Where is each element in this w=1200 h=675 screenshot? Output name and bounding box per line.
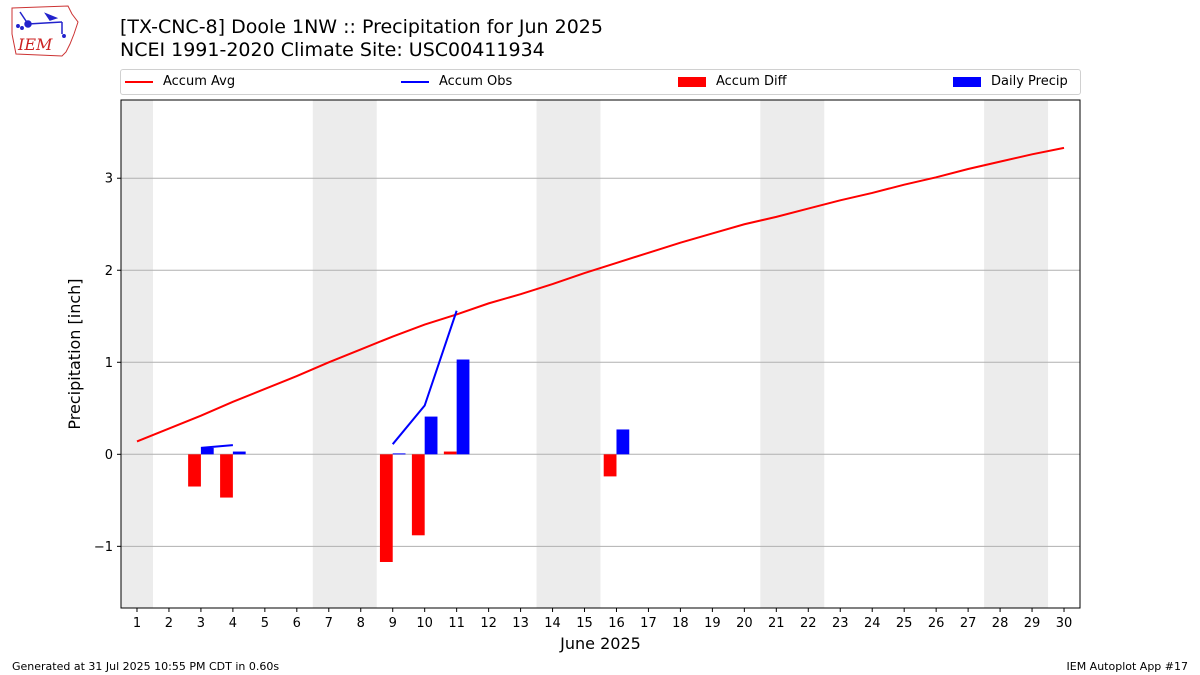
- daily-precip-bar: [232, 451, 246, 455]
- x-tick-label: 9: [389, 616, 397, 631]
- x-tick-label: 25: [896, 616, 913, 631]
- x-tick-label: 8: [357, 616, 365, 631]
- chart-title: [TX-CNC-8] Doole 1NW :: Precipitation fo…: [120, 16, 603, 38]
- chart-legend: Accum Avg Accum Obs Accum Diff Daily Pre…: [120, 69, 1081, 95]
- y-tick-label: 0: [105, 448, 113, 463]
- daily-precip-bar: [424, 416, 438, 455]
- plot-frame: [120, 99, 1081, 609]
- x-axis-label: June 2025: [559, 634, 641, 653]
- accum-diff-bar: [443, 451, 457, 455]
- accum-diff-bar: [411, 454, 425, 536]
- accum-obs-line: [200, 444, 233, 449]
- x-tick-label: 10: [416, 616, 433, 631]
- legend-label-daily-precip: Daily Precip: [991, 74, 1068, 89]
- weekend-band: [760, 100, 825, 608]
- x-tick-label: 19: [704, 616, 721, 631]
- x-tick-label: 30: [1056, 616, 1073, 631]
- x-tick-label: 1: [133, 616, 141, 631]
- x-tick-label: 11: [448, 616, 465, 631]
- x-tick-label: 5: [261, 616, 269, 631]
- x-tick-label: 15: [576, 616, 593, 631]
- app-label: IEM Autoplot App #17: [1066, 660, 1189, 673]
- legend-label-accum-obs: Accum Obs: [439, 74, 513, 89]
- legend-label-accum-diff: Accum Diff: [716, 74, 787, 89]
- grid-lines: [121, 177, 1080, 547]
- x-tick-label: 12: [480, 616, 497, 631]
- x-tick-label: 26: [928, 616, 945, 631]
- weekend-band: [984, 100, 1049, 608]
- weekend-band: [536, 100, 601, 608]
- x-tick-label: 22: [800, 616, 817, 631]
- generated-timestamp: Generated at 31 Jul 2025 10:55 PM CDT in…: [12, 660, 280, 673]
- x-tick-label: 4: [229, 616, 237, 631]
- x-tick-label: 14: [544, 616, 561, 631]
- accum-diff-bar: [188, 454, 201, 487]
- x-tick-label: 24: [864, 616, 881, 631]
- x-tick-label: 2: [165, 616, 173, 631]
- daily-precip-bar: [616, 429, 630, 455]
- weekend-band: [312, 100, 377, 608]
- y-tick-label: 1: [105, 356, 113, 371]
- daily-precip-bar: [200, 447, 214, 455]
- y-axis-ticks: −1 0 1 2 3: [94, 172, 121, 555]
- bar-series: [188, 359, 630, 562]
- x-tick-label: 28: [992, 616, 1009, 631]
- daily-precip-bar: [392, 453, 406, 455]
- x-tick-label: 20: [736, 616, 753, 631]
- x-axis-ticks: 1 2 3 4 5 6 7 8 9 10 11 12 13 14 15 16 17 18 19 20 21 22 23 24 2…: [133, 608, 1072, 631]
- y-tick-label: 3: [105, 172, 113, 187]
- accum-avg-line: [136, 146, 1065, 443]
- weekend-band: [121, 100, 153, 608]
- x-tick-label: 13: [512, 616, 529, 631]
- x-tick-label: 23: [832, 616, 849, 631]
- daily-precip-bar: [456, 359, 470, 455]
- chart-subtitle: NCEI 1991-2020 Climate Site: USC00411934: [120, 39, 545, 61]
- accum-diff-bar: [603, 454, 617, 477]
- legend-swatch-daily-precip: [953, 77, 981, 87]
- x-tick-label: 18: [672, 616, 689, 631]
- y-tick-label: −1: [94, 540, 113, 555]
- x-tick-label: 21: [768, 616, 785, 631]
- x-tick-label: 16: [608, 616, 625, 631]
- legend-label-accum-avg: Accum Avg: [163, 74, 236, 89]
- iem-logo: IEM: [11, 5, 79, 57]
- iowa-outline-icon: [11, 5, 79, 57]
- y-axis-label: Precipitation [inch]: [65, 278, 84, 429]
- x-tick-label: 6: [293, 616, 301, 631]
- x-tick-label: 27: [960, 616, 977, 631]
- x-tick-label: 29: [1024, 616, 1041, 631]
- weekend-shading: [121, 100, 1049, 608]
- line-series: [136, 146, 1065, 449]
- legend-swatch-accum-diff: [678, 77, 706, 87]
- x-tick-label: 17: [640, 616, 657, 631]
- legend-swatch-accum-avg: [125, 81, 153, 83]
- accum-diff-bar: [220, 454, 233, 498]
- x-tick-label: 3: [197, 616, 205, 631]
- logo-text: IEM: [17, 35, 53, 54]
- y-tick-label: 2: [105, 264, 113, 279]
- x-tick-label: 7: [325, 616, 333, 631]
- accum-diff-bar: [379, 454, 393, 562]
- weather-symbols-icon: [16, 11, 66, 38]
- accum-obs-line: [391, 310, 458, 445]
- legend-swatch-accum-obs: [401, 81, 429, 83]
